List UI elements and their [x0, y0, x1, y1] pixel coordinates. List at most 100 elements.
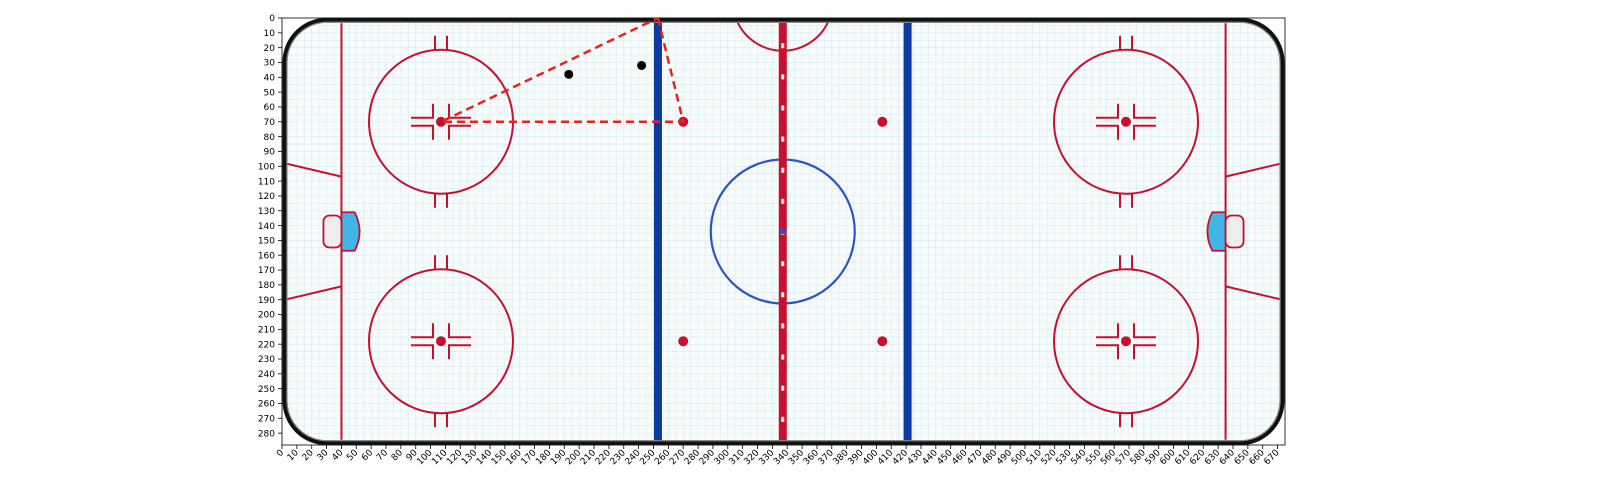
- faceoff-circle: [367, 255, 514, 428]
- y-tick-label: 270: [258, 415, 275, 425]
- center-line-dash: [781, 136, 785, 142]
- x-tick-label: 10: [286, 448, 301, 463]
- y-tick-label: 260: [258, 400, 275, 410]
- y-tick-label: 20: [264, 44, 276, 54]
- faceoff-l-mark: [1096, 124, 1120, 140]
- x-tick-label: 40: [330, 448, 345, 463]
- y-tick-label: 90: [264, 148, 276, 158]
- goal-net: [322, 214, 343, 249]
- y-tick-label: 110: [258, 177, 275, 187]
- dashed-path: [440, 16, 685, 124]
- y-tick-label: 210: [258, 326, 275, 336]
- center-line-dash: [781, 261, 785, 267]
- faceoff-ring: [1053, 268, 1200, 415]
- y-tick-label: 150: [258, 237, 275, 247]
- y-tick-label: 220: [258, 340, 275, 350]
- plot-overlay: [440, 16, 685, 124]
- y-tick-label: 70: [264, 118, 276, 128]
- x-tick-label: 80: [390, 448, 405, 463]
- faceoff-spot: [435, 336, 446, 347]
- x-tick-label: 0: [275, 448, 286, 459]
- y-tick-label: 0: [269, 14, 275, 24]
- trapezoid-line: [284, 162, 342, 178]
- faceoff-ring: [367, 268, 514, 415]
- blue-line: [653, 21, 662, 442]
- x-tick-label: 670: [1262, 448, 1281, 467]
- faceoff-l-mark: [447, 344, 471, 360]
- faceoff-l-mark: [1133, 103, 1157, 119]
- y-tick-label: 80: [264, 133, 276, 143]
- center-line-dash: [781, 105, 785, 111]
- y-tick-label: 30: [264, 59, 276, 69]
- center-line-dash: [781, 354, 785, 360]
- y-tick-label: 130: [258, 207, 275, 217]
- y-tick-label: 190: [258, 296, 275, 306]
- x-tick-label: 30: [316, 448, 331, 463]
- y-tick-label: 160: [258, 251, 275, 261]
- x-tick-label: 70: [375, 448, 390, 463]
- faceoff-circle: [1053, 35, 1200, 208]
- neutral-zone-dot: [877, 336, 888, 347]
- faceoff-l-mark: [410, 323, 434, 339]
- faceoff-l-mark: [410, 124, 434, 140]
- blue-line: [903, 21, 912, 442]
- faceoff-l-mark: [410, 344, 434, 360]
- y-axis: 0 10 20 30 40 50 60 70 80 90 100 110 120 130 140 150 160…: [258, 14, 282, 439]
- goal-crease: [340, 211, 361, 252]
- data-point: [564, 69, 574, 79]
- faceoff-l-mark: [447, 124, 471, 140]
- faceoff-ring: [1053, 48, 1200, 195]
- x-tick-label: 20: [301, 448, 316, 463]
- center-line-dash: [781, 167, 785, 173]
- faceoff-circle: [1053, 255, 1200, 428]
- x-axis: 0 10 20 30 40 50 60 70 80 90100110120130140150160…: [275, 445, 1282, 467]
- right-goal: [1206, 211, 1245, 252]
- left-goal: [322, 211, 361, 252]
- x-tick-label: 50: [345, 448, 360, 463]
- center-line-dash: [781, 416, 785, 422]
- y-tick-label: 120: [258, 192, 275, 202]
- neutral-zone-dot: [678, 336, 689, 347]
- faceoff-l-mark: [1133, 323, 1157, 339]
- y-tick-label: 60: [264, 103, 276, 113]
- faceoff-l-mark: [1096, 323, 1120, 339]
- goal-crease: [1206, 211, 1227, 252]
- rink-boards-inner: [286, 21, 1281, 442]
- trapezoid-line: [284, 285, 342, 301]
- rink-boards: [282, 17, 1285, 446]
- faceoff-spot: [1121, 116, 1132, 127]
- center-spot: [779, 228, 786, 235]
- trapezoid-line: [1225, 162, 1283, 178]
- y-tick-label: 280: [258, 429, 275, 439]
- goal-net: [1224, 214, 1245, 249]
- y-tick-label: 140: [258, 222, 275, 232]
- center-line-dash: [781, 323, 785, 329]
- y-tick-label: 180: [258, 281, 275, 291]
- y-tick-label: 240: [258, 370, 275, 380]
- center-line-dash: [781, 292, 785, 298]
- center-line-dash: [781, 385, 785, 391]
- faceoff-spot: [1121, 336, 1132, 347]
- neutral-zone-dot: [877, 116, 888, 127]
- data-point: [637, 60, 647, 70]
- center-line-dash: [781, 198, 785, 204]
- center-line-dash: [781, 74, 785, 80]
- trapezoid-line: [1225, 285, 1283, 301]
- y-tick-label: 10: [264, 29, 276, 39]
- y-tick-label: 230: [258, 355, 275, 365]
- y-tick-label: 200: [258, 311, 275, 321]
- faceoff-l-mark: [410, 103, 434, 119]
- y-tick-label: 170: [258, 266, 275, 276]
- y-tick-label: 250: [258, 385, 275, 395]
- center-line-dash: [781, 43, 785, 49]
- y-tick-label: 40: [264, 74, 276, 84]
- faceoff-l-mark: [447, 323, 471, 339]
- y-tick-label: 100: [258, 162, 275, 172]
- y-tick-label: 50: [264, 88, 276, 98]
- x-tick-label: 60: [360, 448, 375, 463]
- faceoff-l-mark: [1133, 124, 1157, 140]
- faceoff-l-mark: [1096, 344, 1120, 360]
- faceoff-l-mark: [1133, 344, 1157, 360]
- faceoff-l-mark: [1096, 103, 1120, 119]
